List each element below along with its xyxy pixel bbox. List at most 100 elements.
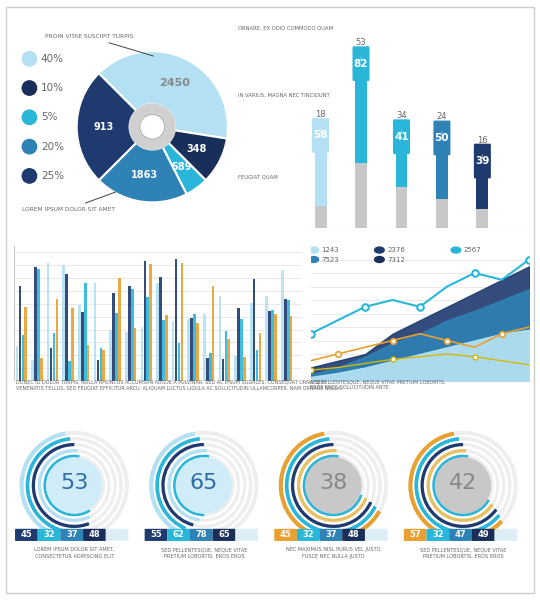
Circle shape (49, 460, 99, 511)
Text: DONEC ID DOLOR TURPIS. NULLA RHONCUS ACCUMSAN AUGUE A PULVINAR. SED AC IPSUM SOD: DONEC ID DOLOR TURPIS. NULLA RHONCUS ACC… (16, 380, 327, 385)
Bar (274, 314, 277, 381)
Bar (436, 199, 448, 228)
Text: 53: 53 (356, 38, 366, 47)
FancyBboxPatch shape (213, 529, 235, 541)
Point (306, 365, 315, 375)
Wedge shape (43, 455, 105, 516)
Bar (193, 314, 196, 381)
Bar (144, 261, 146, 381)
Bar (47, 263, 50, 381)
Bar (24, 307, 27, 381)
Circle shape (308, 460, 359, 511)
FancyBboxPatch shape (167, 529, 190, 541)
Bar (315, 136, 327, 206)
Circle shape (46, 458, 102, 513)
Text: 62: 62 (173, 530, 185, 539)
Bar (78, 305, 80, 381)
Text: 58: 58 (313, 130, 328, 140)
Text: 45: 45 (21, 530, 32, 539)
Bar (56, 299, 58, 381)
Text: 20%: 20% (41, 142, 64, 152)
Text: 589: 589 (171, 161, 191, 172)
Wedge shape (149, 431, 259, 540)
FancyBboxPatch shape (495, 529, 517, 541)
Bar (355, 64, 367, 163)
Bar (50, 347, 52, 381)
Bar (250, 303, 253, 381)
Circle shape (22, 139, 37, 154)
Wedge shape (408, 431, 503, 540)
Text: 41: 41 (394, 131, 409, 142)
Bar (172, 320, 174, 381)
Circle shape (22, 169, 37, 183)
FancyBboxPatch shape (145, 529, 167, 541)
Wedge shape (279, 431, 381, 540)
Bar (227, 339, 230, 381)
Circle shape (306, 458, 361, 513)
Point (470, 352, 479, 361)
Wedge shape (38, 449, 91, 522)
Bar (476, 161, 488, 209)
Wedge shape (161, 443, 204, 527)
Wedge shape (99, 143, 187, 202)
FancyBboxPatch shape (404, 529, 427, 541)
Bar (187, 319, 190, 381)
Wedge shape (168, 130, 227, 180)
Bar (219, 296, 221, 381)
Wedge shape (44, 455, 91, 516)
Bar (290, 316, 293, 381)
Wedge shape (302, 455, 364, 516)
FancyBboxPatch shape (60, 529, 83, 541)
Text: 49: 49 (477, 530, 489, 539)
Circle shape (441, 128, 443, 139)
Bar (259, 333, 261, 381)
Circle shape (22, 52, 37, 66)
FancyBboxPatch shape (472, 529, 495, 541)
Bar (93, 283, 96, 381)
Text: SED PELLENTESQUE, NEQUE VITAE
PRETIUM LOBORTIS, EROS EROS: SED PELLENTESQUE, NEQUE VITAE PRETIUM LO… (420, 547, 506, 559)
Text: 2450: 2450 (159, 78, 190, 88)
Text: 25%: 25% (41, 171, 64, 181)
Bar (69, 361, 71, 381)
Point (525, 254, 534, 264)
Bar (65, 274, 68, 381)
Circle shape (179, 460, 229, 511)
Text: 24: 24 (437, 112, 447, 121)
Wedge shape (297, 449, 367, 522)
Text: 39: 39 (475, 156, 490, 166)
Bar (84, 283, 86, 381)
Bar (355, 163, 367, 228)
Wedge shape (167, 449, 207, 521)
Bar (140, 327, 143, 381)
Circle shape (400, 127, 403, 137)
Bar (266, 296, 268, 381)
Text: 1243: 1243 (321, 247, 339, 253)
Bar (203, 314, 206, 381)
Text: 18: 18 (315, 110, 326, 119)
Text: EROS EROS SOLLICITUDIN ANTE: EROS EROS SOLLICITUDIN ANTE (310, 385, 389, 391)
Circle shape (481, 151, 484, 162)
Bar (149, 264, 152, 381)
Wedge shape (303, 455, 362, 516)
Text: 55: 55 (150, 530, 162, 539)
Wedge shape (19, 431, 129, 540)
Point (361, 302, 369, 311)
Wedge shape (32, 443, 90, 528)
Circle shape (319, 125, 322, 136)
Wedge shape (32, 443, 117, 528)
FancyBboxPatch shape (106, 529, 129, 541)
Wedge shape (415, 437, 511, 534)
Bar (71, 308, 74, 381)
Wedge shape (19, 431, 84, 540)
Text: 47: 47 (455, 530, 467, 539)
Text: 37: 37 (325, 530, 336, 539)
Text: 38: 38 (319, 473, 348, 493)
Text: 2376: 2376 (387, 247, 405, 253)
FancyBboxPatch shape (342, 529, 365, 541)
Bar (37, 269, 40, 381)
FancyBboxPatch shape (434, 121, 450, 155)
Text: 5%: 5% (41, 112, 57, 122)
Bar (206, 358, 208, 381)
FancyBboxPatch shape (427, 529, 449, 541)
Text: 82: 82 (354, 59, 368, 68)
